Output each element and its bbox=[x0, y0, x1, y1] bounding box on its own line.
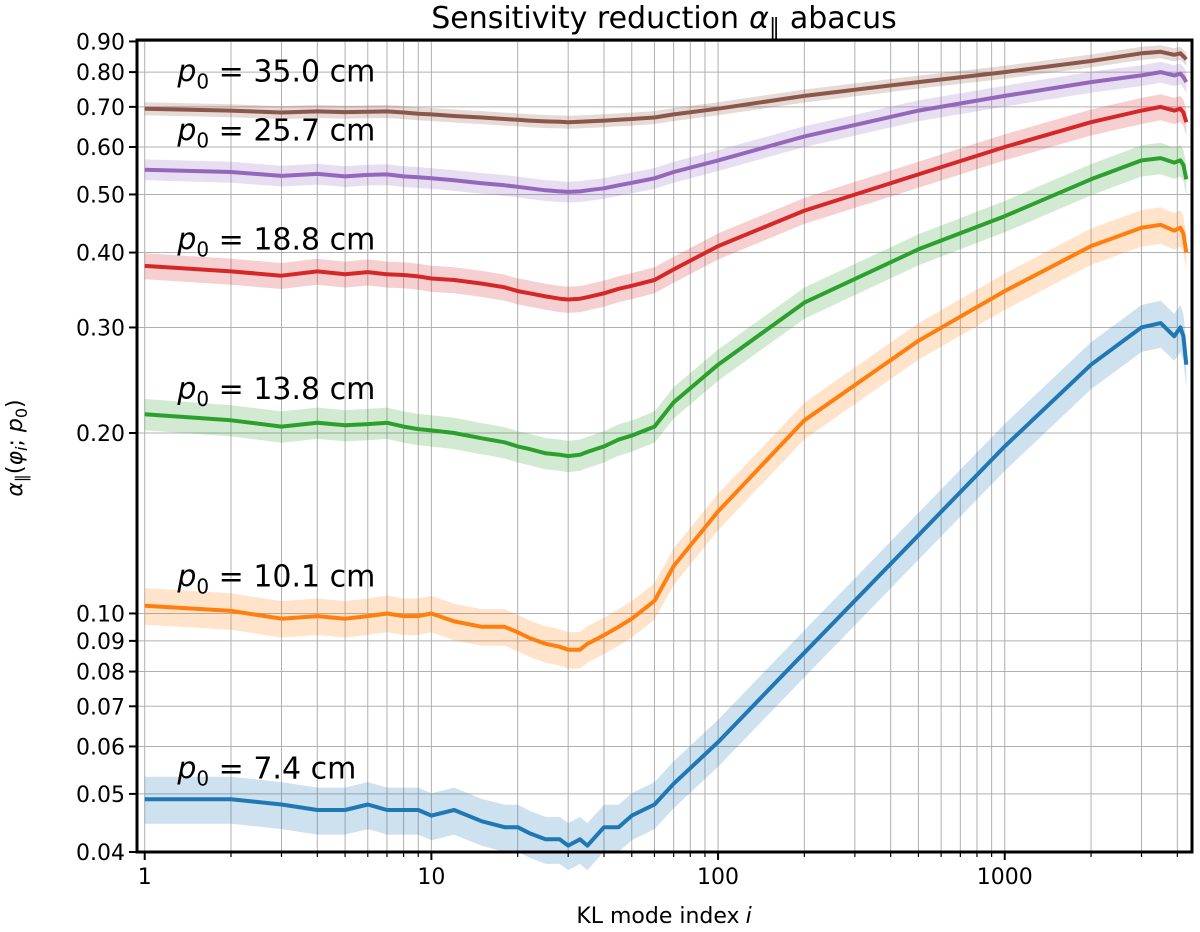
series-band-4 bbox=[144, 94, 1187, 313]
tick-layer: 1 10 100 1000 0.04 0.05 0.06 0.07 0.08 0.09 0.10 0.… bbox=[76, 30, 1178, 890]
y-tick-label: 0.05 bbox=[76, 783, 125, 808]
chart-title-suffix: abacus bbox=[790, 1, 897, 36]
series-line-4 bbox=[144, 104, 1189, 302]
y-tick-label: 0.40 bbox=[76, 242, 125, 267]
series-band-2 bbox=[144, 207, 1187, 669]
series-line-2 bbox=[144, 222, 1189, 652]
y-axis-label: α∥(φi; p0) bbox=[3, 399, 31, 496]
series-line-6 bbox=[144, 49, 1188, 125]
y-tick-label: 0.10 bbox=[76, 602, 125, 627]
x-axis-label: KL mode index i bbox=[576, 904, 751, 929]
series-line-5 bbox=[144, 70, 1189, 194]
y-tick-label: 0.06 bbox=[76, 735, 125, 760]
y-tick-label: 0.07 bbox=[76, 695, 125, 720]
series-line-3 bbox=[144, 156, 1189, 459]
series-band-6 bbox=[144, 45, 1187, 129]
series-line-1 bbox=[144, 321, 1189, 848]
series-band-3 bbox=[144, 142, 1187, 473]
plot-frame bbox=[135, 38, 1194, 854]
series-label-6: p0 = 35.0 cm bbox=[176, 54, 375, 93]
series-label-1: p0 = 7.4 cm bbox=[176, 752, 356, 791]
x-axis-label-text: KL mode index bbox=[576, 904, 739, 929]
y-tick-label: 0.09 bbox=[76, 630, 125, 655]
x-tick-label: 10 bbox=[417, 865, 445, 890]
chart-title-text: Sensitivity reduction bbox=[431, 1, 739, 36]
chart-title-subscript: ∥ bbox=[769, 15, 780, 40]
y-tick-label: 0.80 bbox=[76, 61, 125, 86]
y-tick-label: 0.50 bbox=[76, 183, 125, 208]
chart-title-symbol: α bbox=[749, 1, 769, 36]
x-tick-label: 100 bbox=[697, 865, 739, 890]
grid-layer bbox=[137, 40, 1192, 853]
x-axis-label-var: i bbox=[746, 904, 752, 929]
y-tick-label: 0.70 bbox=[76, 96, 125, 121]
y-tick-label: 0.60 bbox=[76, 136, 125, 161]
x-tick-label: 1000 bbox=[977, 865, 1033, 890]
y-tick-label: 0.30 bbox=[76, 316, 125, 341]
x-tick-label: 1 bbox=[138, 865, 152, 890]
series-label-4: p0 = 18.8 cm bbox=[176, 222, 375, 261]
series-label-layer: p0 = 7.4 cm p0 = 10.1 cm p0 = 13.8 cm p0 = … bbox=[176, 54, 375, 790]
y-tick-label: 0.08 bbox=[76, 661, 125, 686]
line-layer bbox=[144, 49, 1189, 848]
series-band-5 bbox=[144, 61, 1187, 203]
series-label-5: p0 = 25.7 cm bbox=[176, 114, 375, 153]
series-band-1 bbox=[144, 300, 1187, 871]
y-tick-label: 0.04 bbox=[76, 841, 125, 866]
y-tick-label: 0.20 bbox=[76, 422, 125, 447]
y-tick-label: 0.90 bbox=[76, 30, 125, 55]
chart-title: Sensitivity reduction α∥ abacus bbox=[431, 1, 897, 40]
series-label-2: p0 = 10.1 cm bbox=[176, 559, 375, 598]
band-layer bbox=[144, 45, 1187, 871]
series-label-3: p0 = 13.8 cm bbox=[176, 372, 375, 411]
